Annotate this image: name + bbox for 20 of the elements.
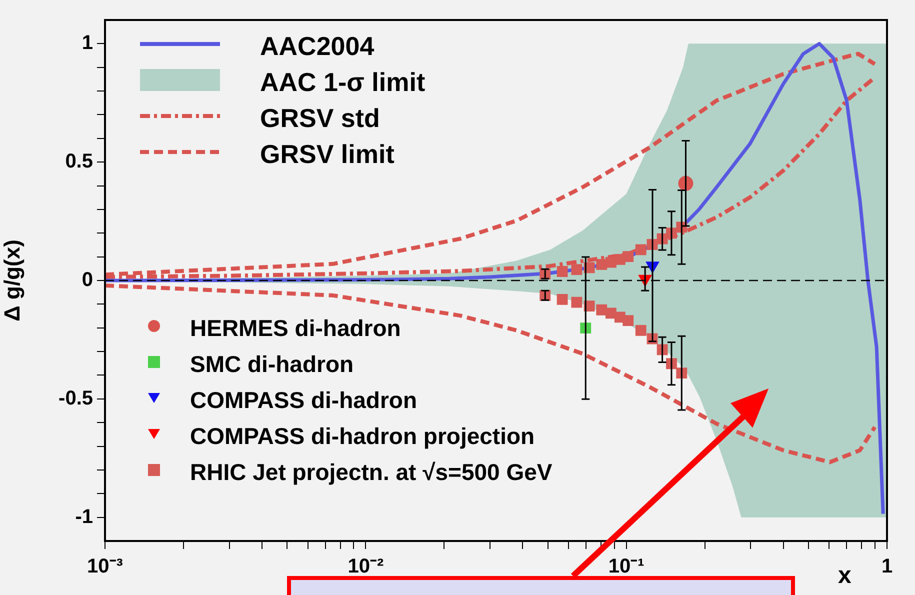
y-tick-label: 0.5 — [65, 150, 93, 173]
x-axis-title: x — [838, 562, 852, 590]
x-tick-label: 10⁻³ — [87, 556, 124, 578]
x-tick-label: 10⁻² — [348, 556, 384, 578]
legend-label: AAC 1-σ limit — [260, 66, 426, 98]
legend-label: SMC di-hadron — [190, 350, 354, 378]
legend-label: COMPASS di-hadron — [190, 386, 418, 414]
y-axis-title: Δ g/g(x) — [0, 240, 24, 322]
legend-label: AAC2004 — [260, 30, 374, 62]
y-tick-label: 1 — [82, 32, 93, 54]
legend-label: RHIC Jet projectn. at √s=500 GeV — [190, 458, 552, 486]
x-tick-label: 10⁻¹ — [608, 556, 645, 578]
legend-label: GRSV limit — [260, 138, 394, 170]
y-tick-label: -0.5 — [58, 387, 93, 410]
y-tick-label: 0 — [82, 269, 93, 292]
legend-label: COMPASS di-hadron projection — [190, 422, 535, 450]
x-tick-label: 1 — [881, 556, 893, 578]
legend-label: HERMES di-hadron — [190, 314, 401, 342]
legend-label: GRSV std — [260, 102, 380, 134]
y-tick-label: -1 — [75, 506, 93, 528]
